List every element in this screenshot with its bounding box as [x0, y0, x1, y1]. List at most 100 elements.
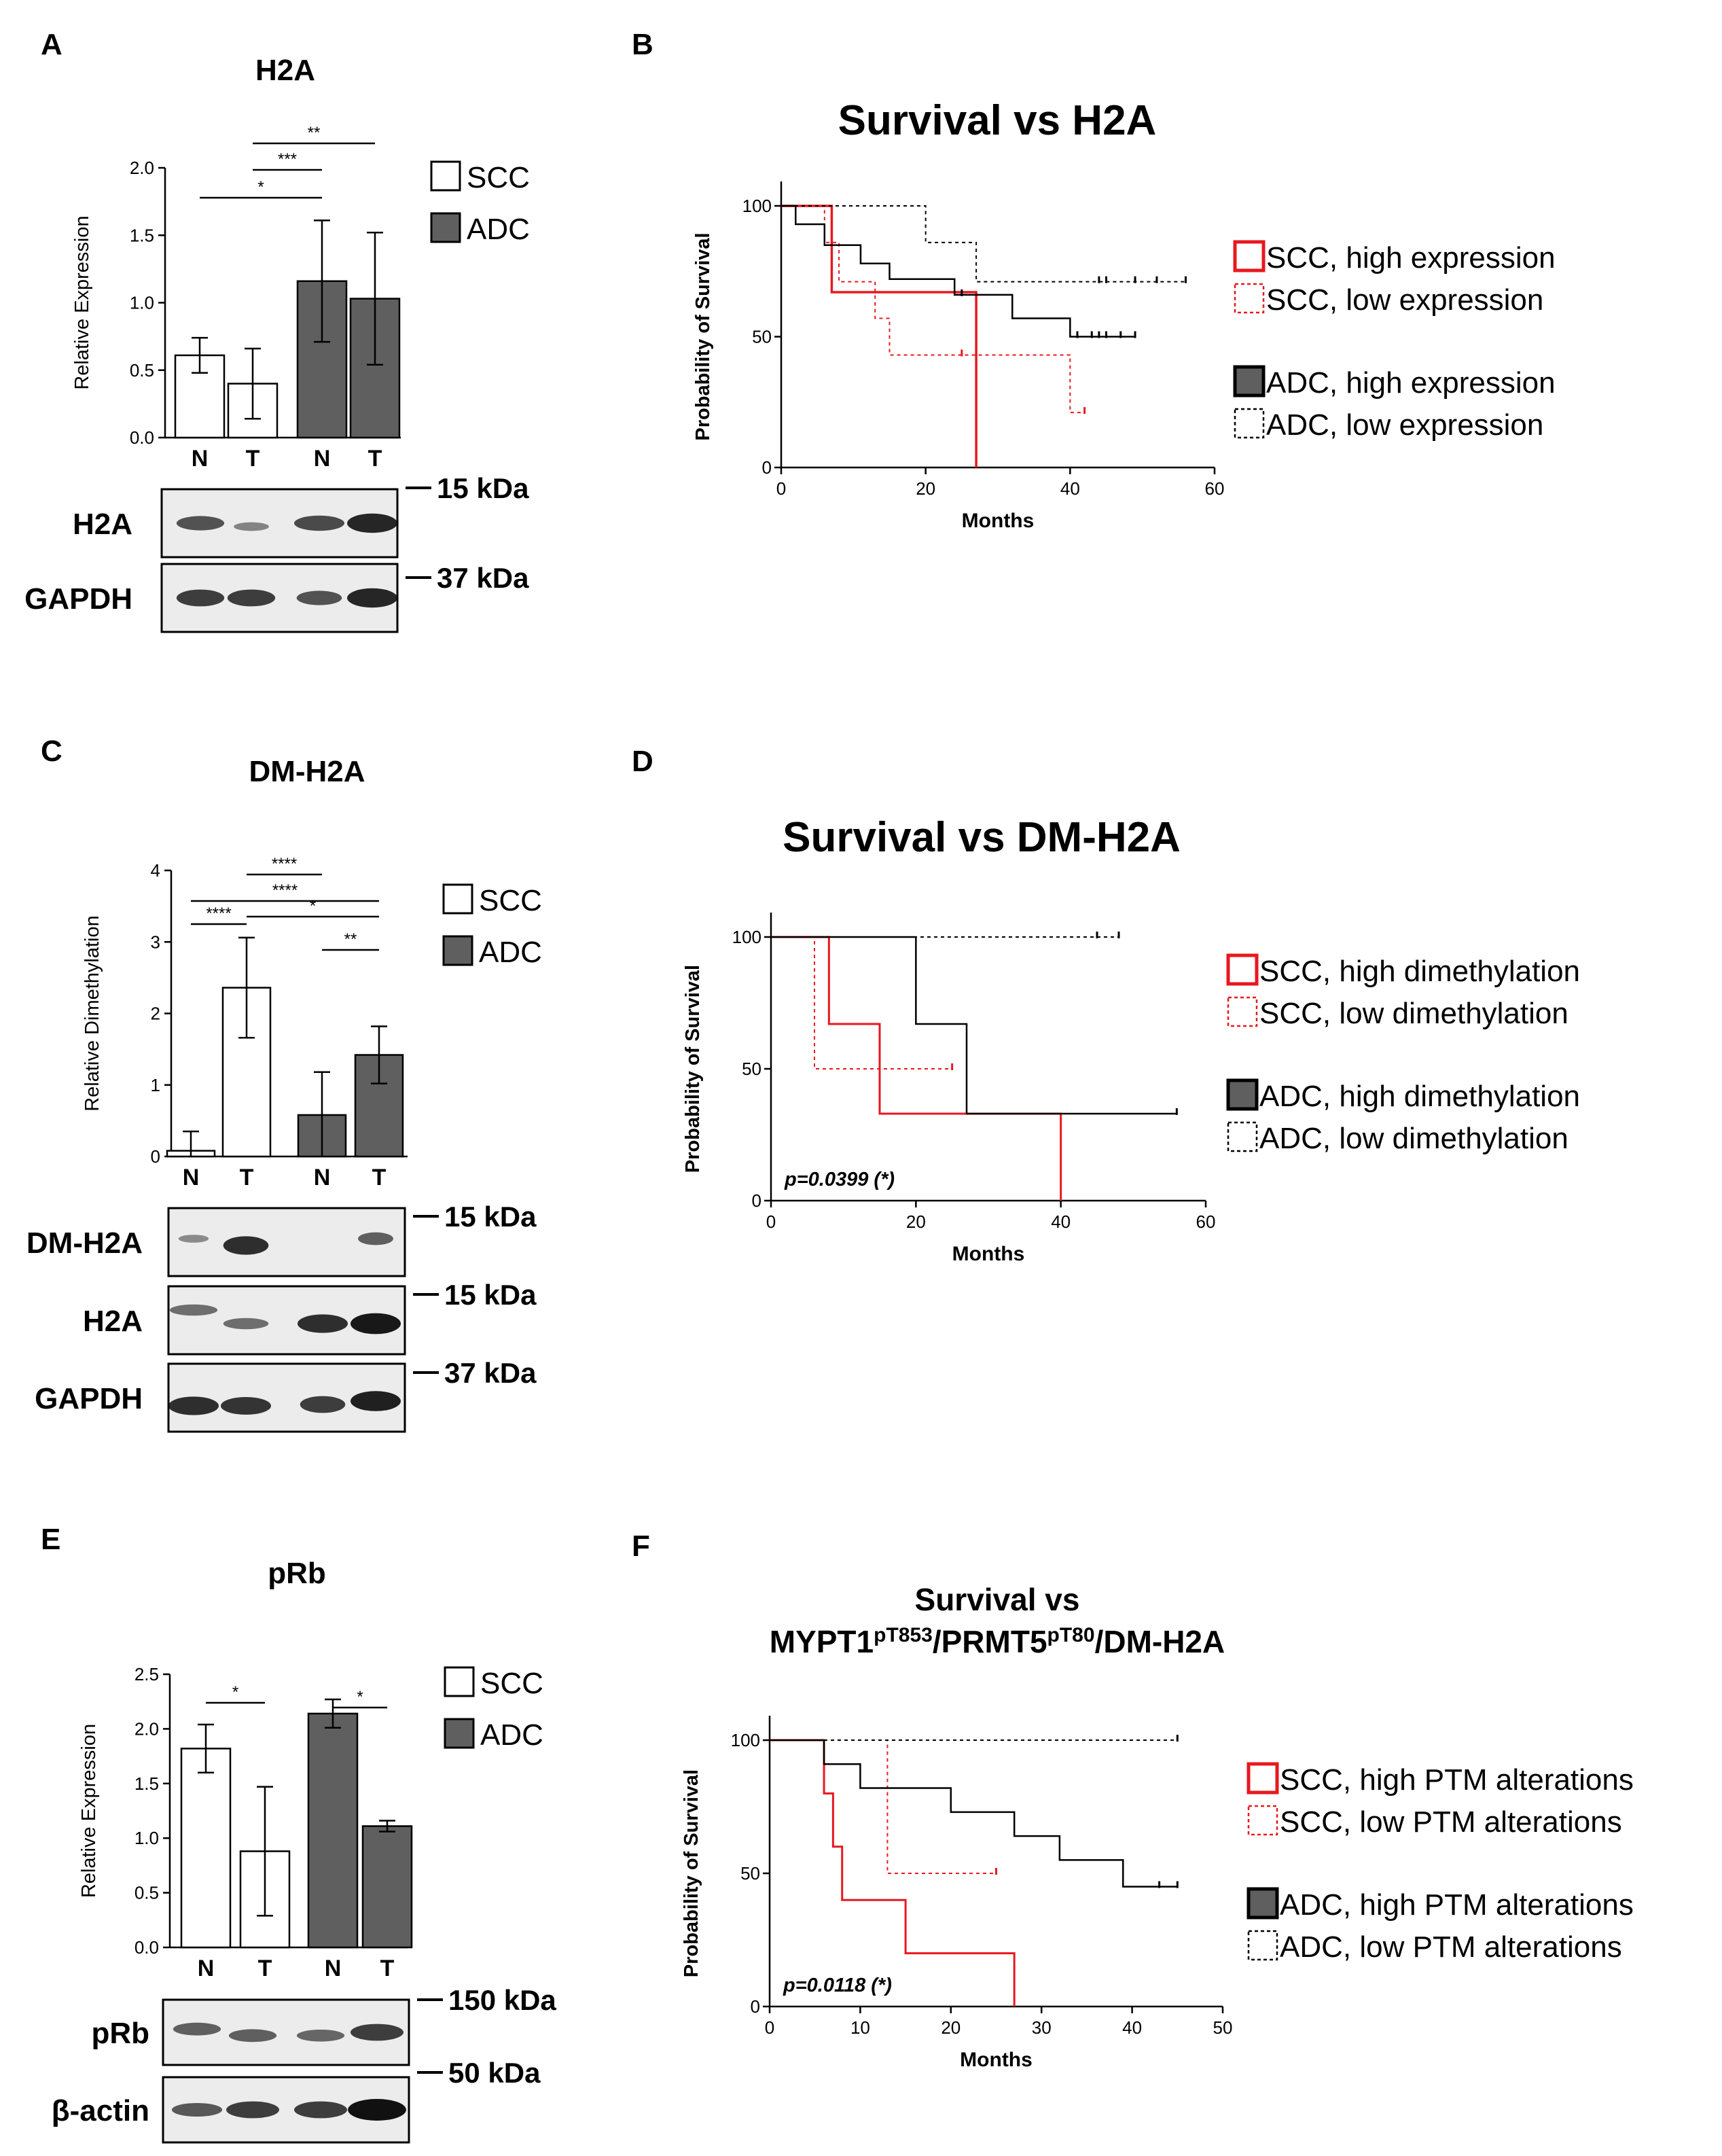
y-axis-label: Relative Expression: [78, 1724, 100, 1898]
blot-band: [176, 516, 225, 531]
western-blot-e: pRb β-actin 150 kDa 50 kDa: [52, 1984, 556, 2144]
y-tick-label: 3: [151, 932, 160, 952]
legend-swatch: [1234, 283, 1265, 314]
y-tick-label: 4: [151, 860, 160, 881]
y-tick-label: 1.0: [130, 293, 154, 313]
x-tick-label: N: [192, 446, 209, 472]
blot-band: [358, 1232, 393, 1245]
y-tick-label: 0.5: [130, 360, 154, 381]
marker-label: 50 kDa: [448, 2057, 541, 2089]
y-axis-label: Relative Expression: [71, 215, 93, 389]
p-value-annotation: p=0.0399 (*): [784, 1169, 895, 1190]
km-curve-adc-high-ptm-alterations: [770, 1739, 1178, 1888]
x-tick-label: 60: [1205, 478, 1225, 499]
chart-title-line2: MYPT1pT853/PRMT5pT80/DM-H2A: [770, 1624, 1225, 1659]
panel-letter-f: F: [632, 1530, 650, 1563]
legend-label: ADC, high PTM alterations: [1280, 1888, 1634, 1922]
km-chart-d: Survival vs DM-H2A 0 50 100 0 20 40 60 Months Pro…: [682, 814, 1580, 1265]
legend-swatch: [1247, 1930, 1278, 1961]
legend-swatch-adc: [444, 1718, 475, 1749]
blot-band: [351, 2024, 403, 2041]
legend-swatch: [1233, 240, 1266, 272]
blot-label: β-actin: [52, 2094, 149, 2127]
x-tick-label: 20: [941, 2017, 961, 2038]
y-tick-label: 0: [151, 1146, 160, 1167]
blot-band: [223, 1236, 269, 1255]
blot-band: [294, 515, 344, 531]
marker-label: 15 kDa: [437, 472, 529, 504]
legend-label: SCC, high dimethylation: [1259, 955, 1580, 988]
legend-swatch: [1233, 365, 1266, 397]
x-tick-label: 10: [850, 2017, 870, 2038]
y-tick-label: 50: [740, 1863, 760, 1884]
western-blot-c: DM-H2A H2A GAPDH 15 kDa 15 kDa 37 kDa: [26, 1201, 537, 1433]
blot-band: [176, 589, 225, 607]
blot-band: [223, 1318, 269, 1330]
blot-row-h2a: H2A: [83, 1285, 406, 1356]
y-tick-label: 0: [752, 1190, 761, 1211]
title-part: /PRMT5: [933, 1624, 1047, 1659]
legend-swatch-scc: [444, 1666, 475, 1697]
x-tick-label: 60: [1196, 1212, 1216, 1232]
legend-swatch-scc: [430, 160, 461, 192]
blot-band: [178, 1235, 209, 1243]
legend-swatch: [1247, 1805, 1278, 1836]
legend-label: SCC: [479, 884, 542, 917]
x-tick-label: N: [183, 1165, 200, 1190]
x-tick-label: T: [368, 446, 382, 472]
significance-label: ****: [272, 855, 297, 873]
chart-title: Survival vs H2A: [838, 97, 1157, 144]
y-tick-label: 0: [751, 1996, 760, 2017]
blot-band: [226, 2101, 279, 2119]
blot-row-gapdh: GAPDH: [35, 1362, 406, 1433]
x-tick-label: T: [372, 1165, 387, 1190]
x-tick-label: N: [198, 1956, 215, 1981]
x-tick-label: T: [246, 446, 260, 472]
panel-letter-e: E: [41, 1523, 60, 1556]
marker-label: 15 kDa: [444, 1201, 537, 1233]
legend-swatch: [1246, 1887, 1279, 1920]
x-tick-label: 0: [766, 1212, 776, 1232]
blot-row-gapdh: GAPDH: [24, 563, 399, 633]
significance-label: ***: [278, 150, 297, 169]
title-part: /DM-H2A: [1095, 1624, 1225, 1659]
legend-label: ADC: [467, 213, 530, 246]
title-superscript: pT853: [874, 1624, 933, 1646]
significance-label: ****: [272, 881, 298, 900]
y-tick-label: 1.5: [130, 225, 154, 245]
blot-band: [348, 2099, 406, 2121]
legend-swatch: [1246, 1762, 1279, 1795]
x-tick-label: 40: [1051, 1212, 1071, 1232]
legend-label: SCC, high expression: [1266, 241, 1556, 275]
significance-label: ****: [206, 904, 231, 923]
western-blot-a: H2A GAPDH 15 kDa 37 kDa: [24, 472, 529, 633]
blot-row--actin: β-actin: [52, 2076, 410, 2144]
y-tick-label: 0.0: [134, 1937, 159, 1958]
y-tick-label: 100: [731, 1730, 760, 1750]
blot-band: [296, 2030, 345, 2042]
legend-label: SCC, low expression: [1266, 283, 1543, 317]
blot-label: GAPDH: [24, 582, 132, 616]
chart-title: Survival vs: [915, 1582, 1080, 1617]
legend-label: SCC, low dimethylation: [1259, 997, 1568, 1030]
panel-letter-b: B: [632, 28, 653, 61]
bar-adc-n: [307, 1712, 359, 1949]
marker-label: 150 kDa: [448, 1984, 556, 2016]
y-tick-label: 100: [732, 927, 761, 947]
marker-label: 37 kDa: [437, 562, 529, 594]
x-tick-label: T: [258, 1956, 272, 1981]
significance-label: *: [232, 1683, 238, 1701]
blot-band: [298, 1314, 348, 1333]
y-tick-label: 2.0: [134, 1718, 159, 1739]
blot-row-prb: pRb: [91, 1998, 410, 2066]
y-tick-label: 1: [151, 1075, 160, 1095]
blot-band: [294, 2101, 347, 2119]
legend-swatch: [1226, 1078, 1259, 1111]
y-axis-label: Probability of Survival: [681, 1769, 702, 1977]
blot-band: [227, 589, 276, 607]
y-axis-label: Probability of Survival: [682, 965, 704, 1173]
chart-title: DM-H2A: [249, 755, 365, 788]
bar-chart-a: H2A 0.0 0.5 1.0 1.5 2.0 Relative Expression N T N…: [71, 54, 530, 472]
km-chart-f: Survival vs MYPT1pT853/PRMT5pT80/DM-H2A 0 5…: [681, 1582, 1634, 2071]
